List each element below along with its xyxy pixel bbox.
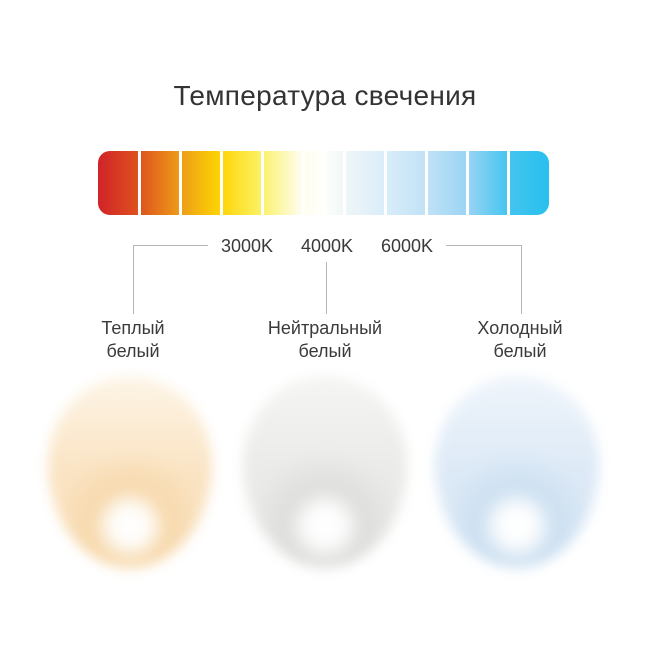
category-label-line: Холодный xyxy=(477,318,563,338)
glow-orb-neutral-white xyxy=(243,376,407,568)
glow-orb-warm-white xyxy=(48,376,212,568)
bar-separator xyxy=(301,151,305,215)
page-title: Температура свечения xyxy=(173,80,477,111)
connector-line-cold-vertical xyxy=(521,245,522,314)
glow-orb-cold-white xyxy=(435,376,599,568)
category-label-line: Теплый xyxy=(101,318,165,338)
bar-separator xyxy=(342,151,346,215)
category-label-line: Нейтральный xyxy=(267,318,383,338)
bar-separator xyxy=(260,151,264,215)
category-label-line: белый xyxy=(493,341,547,361)
connector-line-neutral-vertical xyxy=(326,262,327,314)
connector-line-cold-horizontal xyxy=(446,245,521,246)
bar-separator xyxy=(424,151,428,215)
bar-separator xyxy=(506,151,510,215)
bar-separator xyxy=(465,151,469,215)
bar-separator xyxy=(219,151,223,215)
temp-label-3000k: 3000K xyxy=(220,236,274,256)
connector-line-warm-horizontal xyxy=(133,245,208,246)
category-label-line: белый xyxy=(298,341,352,361)
bar-separator xyxy=(137,151,141,215)
category-label-line: белый xyxy=(106,341,160,361)
category-label-warm-white: Теплый белый xyxy=(101,317,164,363)
bar-separator xyxy=(178,151,182,215)
temp-label-4000k: 4000K xyxy=(300,236,354,256)
connector-line-warm-vertical xyxy=(133,245,134,314)
category-label-neutral-white: Нейтральный белый xyxy=(268,317,382,363)
temp-label-6000k: 6000K xyxy=(380,236,434,256)
category-label-cold-white: Холодный белый xyxy=(477,317,562,363)
bar-separator xyxy=(383,151,387,215)
temperature-bar xyxy=(98,151,549,215)
